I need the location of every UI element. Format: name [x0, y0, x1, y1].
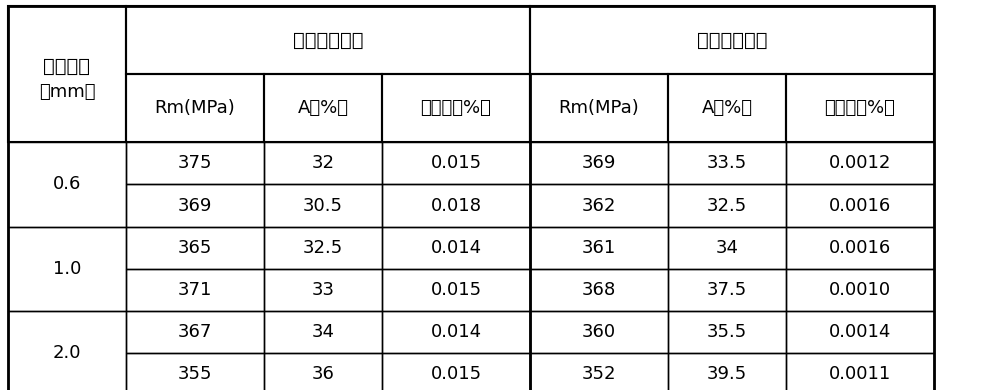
Text: 362: 362	[582, 197, 616, 215]
Bar	[786, 74, 934, 142]
Text: 375: 375	[178, 154, 212, 172]
Bar	[530, 74, 668, 142]
Bar	[668, 269, 786, 311]
Bar	[126, 184, 264, 227]
Text: 0.014: 0.014	[430, 323, 482, 341]
Text: 0.0012: 0.0012	[829, 154, 891, 172]
Text: 34: 34	[312, 323, 334, 341]
Text: 0.0016: 0.0016	[829, 239, 891, 257]
Bar	[530, 311, 668, 353]
Bar	[530, 353, 668, 390]
Bar	[668, 184, 786, 227]
Text: 0.015: 0.015	[430, 281, 482, 299]
Bar	[8, 142, 126, 227]
Bar	[126, 227, 264, 269]
Bar	[668, 353, 786, 390]
Text: 0.0016: 0.0016	[829, 197, 891, 215]
Bar	[786, 353, 934, 390]
Bar	[382, 74, 530, 142]
Text: 36: 36	[312, 365, 334, 383]
Text: 365: 365	[178, 239, 212, 257]
Bar	[264, 353, 382, 390]
Text: 0.015: 0.015	[430, 365, 482, 383]
Bar	[382, 227, 530, 269]
Text: 0.0011: 0.0011	[829, 365, 891, 383]
Text: 0.6: 0.6	[53, 176, 81, 193]
Text: 35.5: 35.5	[707, 323, 747, 341]
Text: 除氢热处理后: 除氢热处理后	[697, 30, 767, 50]
Bar	[382, 269, 530, 311]
Text: 369: 369	[178, 197, 212, 215]
Bar	[668, 311, 786, 353]
Bar	[264, 184, 382, 227]
Text: A（%）: A（%）	[298, 99, 349, 117]
Bar	[264, 311, 382, 353]
Bar	[786, 227, 934, 269]
Bar	[530, 227, 668, 269]
Text: 355: 355	[178, 365, 212, 383]
Bar	[668, 74, 786, 142]
Bar	[8, 6, 126, 142]
Bar	[786, 184, 934, 227]
Text: 氢含量（%）: 氢含量（%）	[825, 99, 895, 117]
Text: Rm(MPa): Rm(MPa)	[559, 99, 639, 117]
Bar	[668, 227, 786, 269]
Bar	[126, 6, 530, 74]
Text: 0.015: 0.015	[430, 154, 482, 172]
Bar	[126, 269, 264, 311]
Text: 361: 361	[582, 239, 616, 257]
Bar	[786, 142, 934, 184]
Text: 367: 367	[178, 323, 212, 341]
Text: 除氢热处理前: 除氢热处理前	[293, 30, 363, 50]
Bar	[786, 311, 934, 353]
Text: 360: 360	[582, 323, 616, 341]
Bar	[382, 353, 530, 390]
Text: 1.0: 1.0	[53, 260, 81, 278]
Text: 0.0010: 0.0010	[829, 281, 891, 299]
Text: 0.014: 0.014	[430, 239, 482, 257]
Bar	[264, 74, 382, 142]
Bar	[126, 142, 264, 184]
Bar	[264, 227, 382, 269]
Text: 352: 352	[582, 365, 616, 383]
Text: 氢含量（%）: 氢含量（%）	[421, 99, 491, 117]
Bar	[264, 269, 382, 311]
Text: 369: 369	[582, 154, 616, 172]
Text: 39.5: 39.5	[707, 365, 747, 383]
Bar	[786, 269, 934, 311]
Text: （mm）: （mm）	[39, 83, 95, 101]
Text: 368: 368	[582, 281, 616, 299]
Text: 30.5: 30.5	[303, 197, 343, 215]
Text: 0.018: 0.018	[430, 197, 482, 215]
Bar	[382, 142, 530, 184]
Bar	[126, 353, 264, 390]
Bar	[126, 74, 264, 142]
Text: 33: 33	[312, 281, 334, 299]
Bar	[264, 142, 382, 184]
Text: Rm(MPa): Rm(MPa)	[155, 99, 235, 117]
Bar	[668, 142, 786, 184]
Bar	[382, 311, 530, 353]
Text: 371: 371	[178, 281, 212, 299]
Text: 34: 34	[716, 239, 739, 257]
Bar	[382, 184, 530, 227]
Text: A（%）: A（%）	[702, 99, 753, 117]
Bar	[530, 142, 668, 184]
Bar	[8, 311, 126, 390]
Text: 2.0: 2.0	[53, 344, 81, 362]
Text: 32.5: 32.5	[707, 197, 747, 215]
Text: 32.5: 32.5	[303, 239, 343, 257]
Text: 33.5: 33.5	[707, 154, 747, 172]
Text: 0.0014: 0.0014	[829, 323, 891, 341]
Bar	[530, 184, 668, 227]
Bar	[530, 269, 668, 311]
Text: 37.5: 37.5	[707, 281, 747, 299]
Text: 32: 32	[312, 154, 334, 172]
Bar	[126, 311, 264, 353]
Text: 丝径规格: 丝径规格	[44, 57, 90, 76]
Bar	[8, 227, 126, 311]
Bar	[530, 6, 934, 74]
